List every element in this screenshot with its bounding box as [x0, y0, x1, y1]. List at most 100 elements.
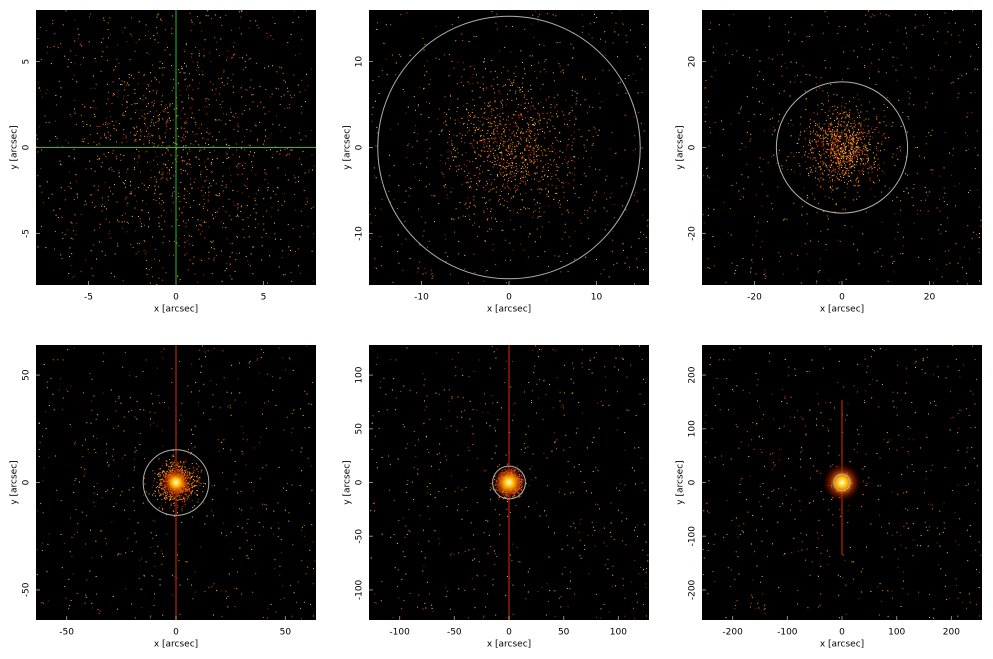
photon	[865, 149, 867, 151]
photon	[833, 157, 835, 159]
photon	[830, 151, 832, 153]
photon	[414, 176, 416, 178]
photon	[832, 129, 834, 131]
photon	[852, 137, 854, 139]
photon	[53, 209, 55, 211]
photon	[804, 90, 806, 92]
photon	[177, 192, 179, 194]
photon	[144, 113, 146, 115]
photon	[870, 127, 872, 129]
photon	[171, 33, 173, 35]
photon	[312, 169, 314, 171]
photon	[704, 88, 706, 90]
photon	[212, 145, 214, 147]
photon	[845, 111, 847, 113]
photon	[718, 24, 720, 26]
photon	[831, 135, 833, 137]
photon	[900, 125, 902, 127]
photon	[831, 179, 833, 181]
photon	[151, 575, 153, 577]
photon	[474, 152, 476, 154]
photon	[796, 74, 798, 76]
photon	[90, 106, 92, 108]
photon	[786, 218, 788, 220]
extraction-circle	[377, 15, 641, 280]
photon	[523, 164, 525, 166]
photon	[842, 149, 844, 151]
photon	[831, 140, 833, 142]
photon	[152, 105, 154, 107]
photon	[141, 115, 143, 117]
photon	[876, 118, 878, 120]
photon	[827, 134, 829, 136]
photon	[807, 197, 809, 199]
photon	[199, 233, 201, 235]
photon	[705, 80, 707, 82]
photon	[943, 187, 945, 189]
photon	[613, 217, 615, 219]
photon	[221, 590, 223, 592]
photon	[134, 168, 136, 170]
photon	[451, 23, 453, 25]
photon	[139, 129, 141, 131]
photon	[538, 216, 540, 218]
photon	[871, 44, 873, 46]
photon	[743, 196, 745, 198]
photon	[555, 192, 557, 194]
photon	[796, 152, 798, 154]
photon	[106, 461, 108, 463]
photon	[195, 463, 197, 465]
photon	[880, 191, 882, 193]
photon	[515, 156, 517, 158]
photon	[496, 221, 498, 223]
photon	[429, 148, 431, 150]
photon	[908, 97, 910, 99]
photon	[504, 167, 506, 169]
photon	[476, 182, 478, 184]
photon	[583, 144, 585, 146]
photon	[413, 131, 415, 133]
photon	[75, 234, 77, 236]
photon	[565, 210, 567, 212]
photon	[895, 69, 897, 71]
photon	[417, 267, 419, 269]
photon	[95, 61, 97, 63]
photon	[41, 191, 43, 193]
photon	[852, 161, 854, 163]
photon	[457, 119, 459, 121]
photon	[611, 250, 613, 252]
photon	[841, 156, 843, 158]
photon	[248, 366, 250, 368]
photon	[263, 223, 265, 225]
photon	[156, 32, 158, 34]
photon	[522, 177, 524, 179]
photon	[828, 95, 830, 97]
photon	[472, 74, 474, 76]
photon	[549, 130, 551, 132]
photon	[520, 178, 522, 180]
photon	[154, 552, 156, 554]
photon	[544, 251, 546, 253]
photon	[410, 188, 412, 190]
photon	[240, 211, 242, 213]
photon	[539, 192, 541, 194]
photon	[966, 116, 968, 118]
photon	[64, 55, 66, 57]
photon	[193, 505, 195, 507]
photon	[226, 262, 228, 264]
photon	[156, 16, 158, 18]
photon	[833, 139, 835, 141]
photon	[490, 134, 492, 136]
photon	[848, 155, 850, 157]
photon	[849, 158, 851, 160]
photon	[589, 207, 591, 209]
photon	[369, 213, 371, 215]
photon	[532, 14, 534, 16]
photon	[118, 62, 120, 64]
photon	[499, 189, 501, 191]
photon	[239, 27, 241, 29]
photon	[815, 141, 817, 143]
photon	[149, 282, 151, 284]
photon	[759, 60, 761, 62]
photon	[165, 122, 167, 124]
